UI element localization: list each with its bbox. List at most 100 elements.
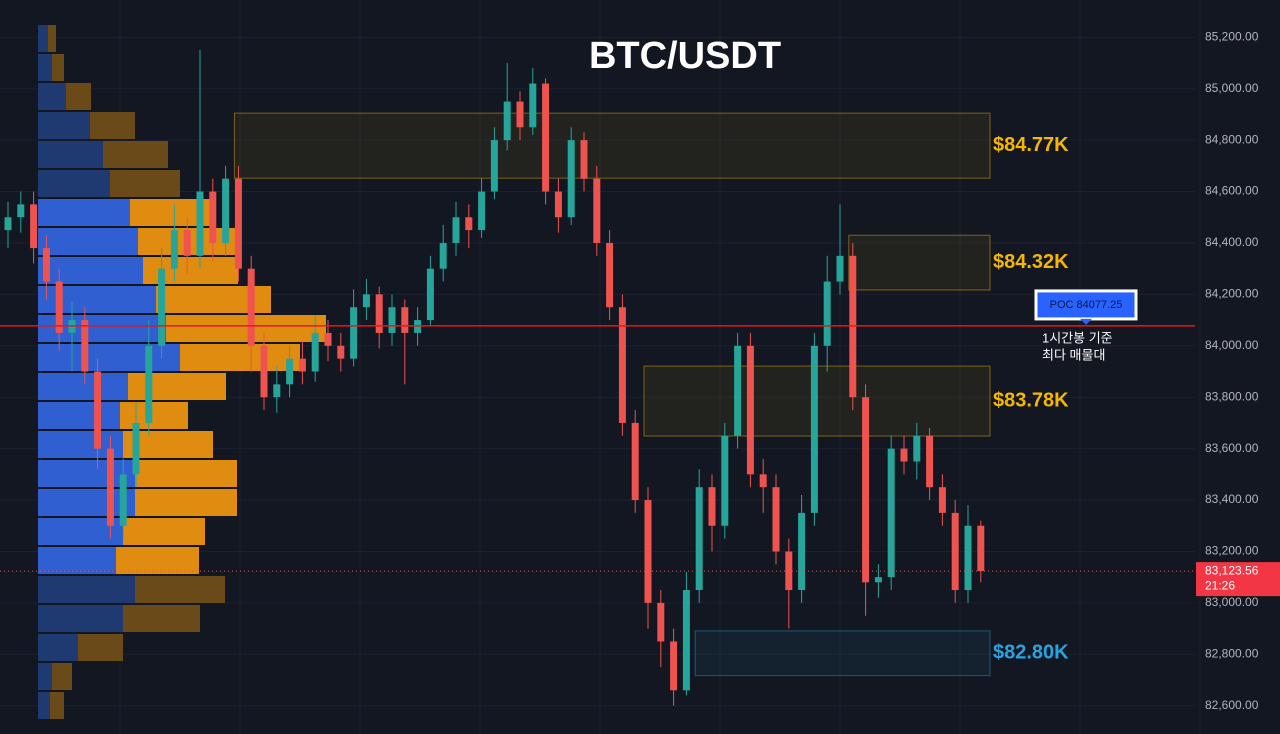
candle-body [452,217,460,243]
candle-body [810,345,818,513]
candle-body [311,332,319,372]
profile-sell [135,489,237,516]
candle-body [81,320,89,372]
profile-buy [38,25,48,52]
candle-body [119,474,127,526]
candle-body [695,487,703,591]
candle-body [862,397,870,583]
candle-body [874,577,882,583]
y-tick-label: 82,600.00 [1205,698,1259,712]
y-tick-label: 83,600.00 [1205,441,1259,455]
y-tick-label: 83,400.00 [1205,492,1259,506]
candle-body [721,435,729,526]
profile-sell [128,373,226,400]
candle-body [183,230,191,256]
candle-body [388,307,396,333]
candle-body [30,204,38,249]
zone-label: $84.32K [993,251,1069,273]
candle-body [145,345,153,423]
candle-body [158,268,166,346]
candle-body [964,525,972,591]
profile-sell [135,460,237,487]
profile-sell [66,83,91,110]
candle-body [951,512,959,591]
profile-sell [123,518,205,545]
candle-body [938,487,946,513]
candle-body [772,487,780,552]
candle-body [132,422,140,475]
candle-body [324,332,332,346]
profile-buy [38,199,130,226]
zone-label: $83.78K [993,389,1069,411]
y-tick-label: 83,800.00 [1205,389,1259,403]
profile-sell [52,54,64,81]
candle-body [670,641,678,691]
last-price-tag [1196,562,1280,597]
candle-body [554,191,562,218]
candle-body [209,191,217,243]
candle-body [734,345,742,436]
y-tick-label: 84,000.00 [1205,338,1259,352]
candle-body [298,358,306,372]
profile-buy [38,257,143,284]
profile-buy [38,576,135,603]
profile-buy [38,228,138,255]
chart-title: BTC/USDT [589,35,781,77]
candle-body [247,268,255,346]
candle-body [708,487,716,526]
candle-body [682,590,690,691]
candle-body [94,371,102,449]
candle-body [362,294,370,308]
candle-body [222,178,230,243]
profile-sell [143,257,238,284]
candle-body [657,602,665,642]
candle-body [606,242,614,308]
candle-body [490,140,498,192]
y-tick-label: 84,200.00 [1205,287,1259,301]
candle-body [439,242,447,269]
candle-body [618,307,626,423]
candle-body [286,358,294,385]
zone [233,112,991,179]
profile-sell [180,344,300,371]
y-tick-label: 85,200.00 [1205,29,1259,43]
candle-body [593,178,601,243]
profile-buy [38,460,135,487]
candle-body [759,474,767,488]
zone-label: $84.77K [993,134,1069,156]
y-tick-label: 83,000.00 [1205,595,1259,609]
candle-body [836,255,844,282]
profile-sell [50,692,64,719]
candle-body [42,248,50,282]
candle-body [55,281,63,333]
candle-body [900,448,908,462]
profile-sell [110,170,180,197]
profile-sell [52,663,72,690]
candle-body [567,140,575,218]
y-tick-label: 85,000.00 [1205,81,1259,95]
last-price-timer: 21:26 [1205,578,1235,592]
candle-body [926,435,934,488]
poc-label: POC 84077.25 [1050,299,1123,311]
candle-body [337,345,345,359]
profile-buy [38,141,103,168]
poc-box [1034,289,1138,321]
candle-body [465,217,473,231]
profile-buy [38,112,90,139]
candle-body [196,191,204,256]
zone [848,234,991,291]
candle-body [170,230,178,269]
profile-buy [38,54,52,81]
profile-buy [38,663,52,690]
profile-buy [38,83,66,110]
candle-body [644,500,652,603]
candle-body [350,307,358,359]
y-tick-label: 83,200.00 [1205,544,1259,558]
candle-body [887,448,895,578]
candle-body [273,384,281,398]
candle-body [516,101,524,128]
candle-body [913,435,921,462]
profile-sell [116,547,199,574]
profile-sell [120,402,188,429]
